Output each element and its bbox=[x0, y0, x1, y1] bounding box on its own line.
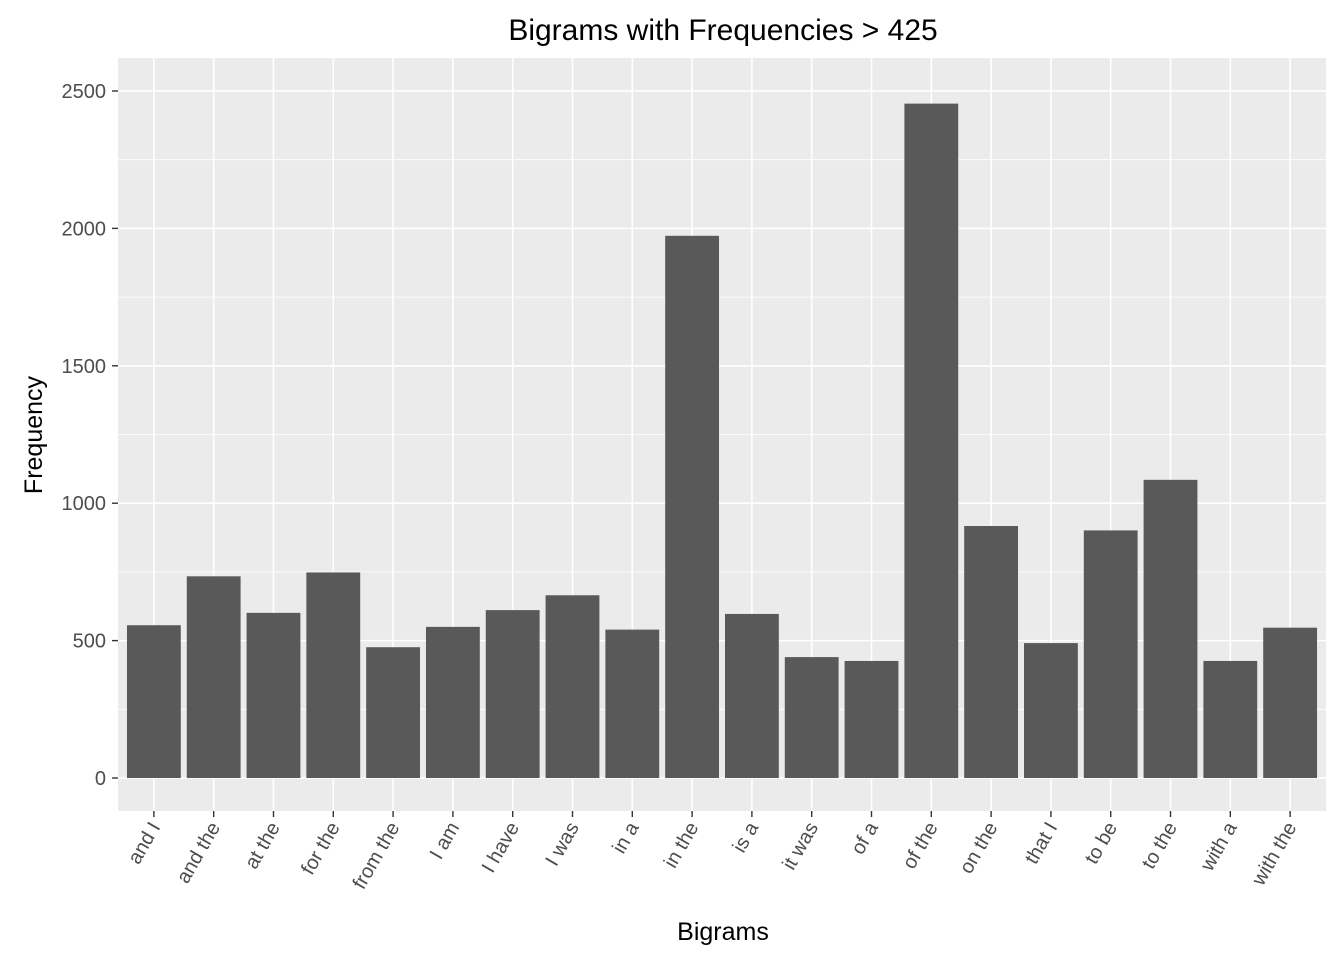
y-tick-label: 2500 bbox=[62, 81, 107, 103]
x-tick-label: and the bbox=[173, 819, 225, 888]
bar bbox=[1263, 627, 1318, 779]
y-tick-label: 500 bbox=[73, 631, 106, 653]
bar bbox=[784, 657, 839, 779]
bar bbox=[1024, 643, 1078, 779]
chart-title: Bigrams with Frequencies > 425 bbox=[508, 14, 937, 47]
x-tick-label: I was bbox=[541, 819, 583, 870]
bar bbox=[186, 576, 241, 779]
y-axis-title: Frequency bbox=[20, 375, 48, 494]
bar bbox=[844, 660, 899, 779]
bar bbox=[904, 103, 959, 779]
x-tick-label: it was bbox=[778, 819, 823, 874]
bars bbox=[126, 103, 1318, 779]
x-tick-label: with the bbox=[1247, 819, 1301, 891]
y-axis: 0 500 1000 1500 2000 2500 bbox=[62, 81, 118, 790]
bar bbox=[964, 526, 1019, 779]
x-tick-label: I am bbox=[426, 819, 465, 864]
bar bbox=[665, 235, 720, 779]
x-tick-label: to be bbox=[1081, 819, 1122, 869]
x-axis-title: Bigrams bbox=[677, 918, 769, 946]
bar bbox=[425, 626, 480, 779]
bar bbox=[366, 647, 420, 779]
x-tick-label: in the bbox=[660, 819, 704, 872]
bar bbox=[545, 595, 600, 779]
bar bbox=[1083, 530, 1138, 779]
x-tick-label: of a bbox=[847, 818, 883, 859]
bar bbox=[724, 613, 779, 779]
bar bbox=[246, 612, 301, 779]
y-tick-label: 0 bbox=[95, 768, 106, 790]
x-tick-label: on the bbox=[956, 819, 1003, 878]
x-tick-label: with a bbox=[1196, 818, 1242, 876]
x-tick-label: at the bbox=[241, 819, 285, 873]
x-tick-label: in a bbox=[608, 818, 644, 858]
bar bbox=[306, 572, 361, 779]
x-tick-label: for the bbox=[297, 819, 344, 879]
y-tick-label: 1000 bbox=[62, 493, 107, 515]
bar bbox=[1203, 660, 1258, 779]
y-tick-label: 1500 bbox=[62, 356, 107, 378]
x-tick-label: to the bbox=[1138, 819, 1182, 873]
x-tick-label: of the bbox=[899, 819, 943, 873]
bar bbox=[1143, 479, 1198, 779]
bar bbox=[485, 610, 540, 779]
x-tick-label: that I bbox=[1021, 819, 1062, 869]
x-tick-label: and I bbox=[124, 819, 165, 869]
y-tick-label: 2000 bbox=[62, 218, 107, 240]
x-tick-label: is a bbox=[729, 818, 764, 857]
bar bbox=[605, 629, 660, 779]
bar bbox=[126, 625, 181, 779]
x-tick-label: from the bbox=[349, 819, 405, 894]
x-tick-label: I have bbox=[478, 819, 524, 877]
